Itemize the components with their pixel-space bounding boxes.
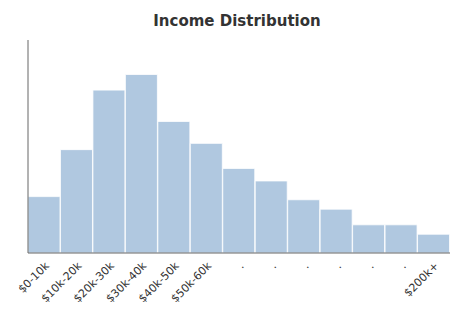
svg-text:$0-10k: $0-10k [15, 259, 52, 296]
svg-text:.: . [235, 259, 247, 271]
svg-text:$20k-30k: $20k-30k [71, 259, 117, 306]
svg-text:.: . [332, 259, 344, 271]
svg-text:.: . [397, 259, 409, 271]
svg-text:$40k-50k: $40k-50k [136, 259, 182, 306]
svg-text:$200k+: $200k+ [401, 259, 441, 299]
svg-text:$50k-60k: $50k-60k [168, 259, 214, 305]
html-text:Income Distribution: Income Distribution [153, 12, 321, 30]
svg-text:$30k-40k: $30k-40k [103, 259, 150, 306]
svg-text:.: . [365, 259, 377, 271]
svg-text:.: . [267, 259, 279, 271]
svg-text:$10k-20k: $10k-20k [38, 259, 85, 306]
svg-text:.: . [300, 259, 312, 271]
